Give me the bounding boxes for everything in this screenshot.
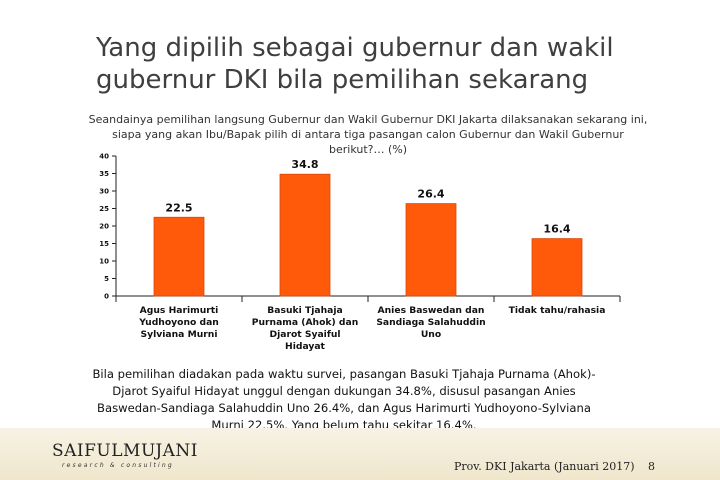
bar-value-label: 16.4 [543, 223, 570, 236]
footer-band [0, 428, 720, 480]
category-label: Basuki Tjahaja [267, 305, 342, 316]
category-label: Tidak tahu/rahasia [509, 305, 606, 316]
bar-value-label: 34.8 [291, 158, 318, 171]
y-tick-label: 0 [104, 293, 109, 301]
category-label: Uno [421, 329, 441, 340]
bar-value-label: 26.4 [417, 188, 444, 201]
bar [405, 203, 457, 297]
survey-question: Seandainya pemilihan langsung Gubernur d… [88, 113, 648, 156]
category-label: Hidayat [285, 341, 326, 352]
category-label: Yudhoyono dan [138, 317, 219, 328]
page-number: 8 [648, 460, 655, 473]
bar [279, 173, 331, 297]
bar [153, 216, 205, 297]
y-tick-label: 40 [99, 153, 109, 161]
category-label: Sylviana Murni [141, 329, 218, 340]
summary-text: Bila pemilihan diadakan pada waktu surve… [92, 367, 596, 432]
y-tick-label: 20 [99, 223, 109, 231]
source-note: Prov. DKI Jakarta (Januari 2017) [454, 460, 635, 473]
y-tick-label: 5 [104, 275, 109, 283]
category-label: Sandiaga Salahuddin [376, 317, 485, 328]
logo-tagline: research & consulting [62, 462, 174, 469]
category-label: Purnama (Ahok) dan [252, 317, 359, 328]
slide-title: Yang dipilih sebagai gubernur dan wakil … [96, 33, 614, 95]
bar-value-label: 22.5 [165, 201, 192, 214]
logo-wordmark: SAIFULMUJANI [52, 441, 199, 461]
y-tick-label: 15 [99, 240, 109, 248]
y-tick-label: 35 [99, 170, 109, 178]
category-label: Agus Harimurti [140, 305, 219, 316]
y-tick-label: 10 [99, 258, 109, 266]
category-label: Djarot Syaiful [269, 329, 340, 340]
y-tick-label: 30 [99, 188, 109, 196]
y-tick-label: 25 [99, 205, 109, 213]
category-label: Anies Baswedan dan [378, 305, 485, 316]
bar [531, 238, 583, 297]
